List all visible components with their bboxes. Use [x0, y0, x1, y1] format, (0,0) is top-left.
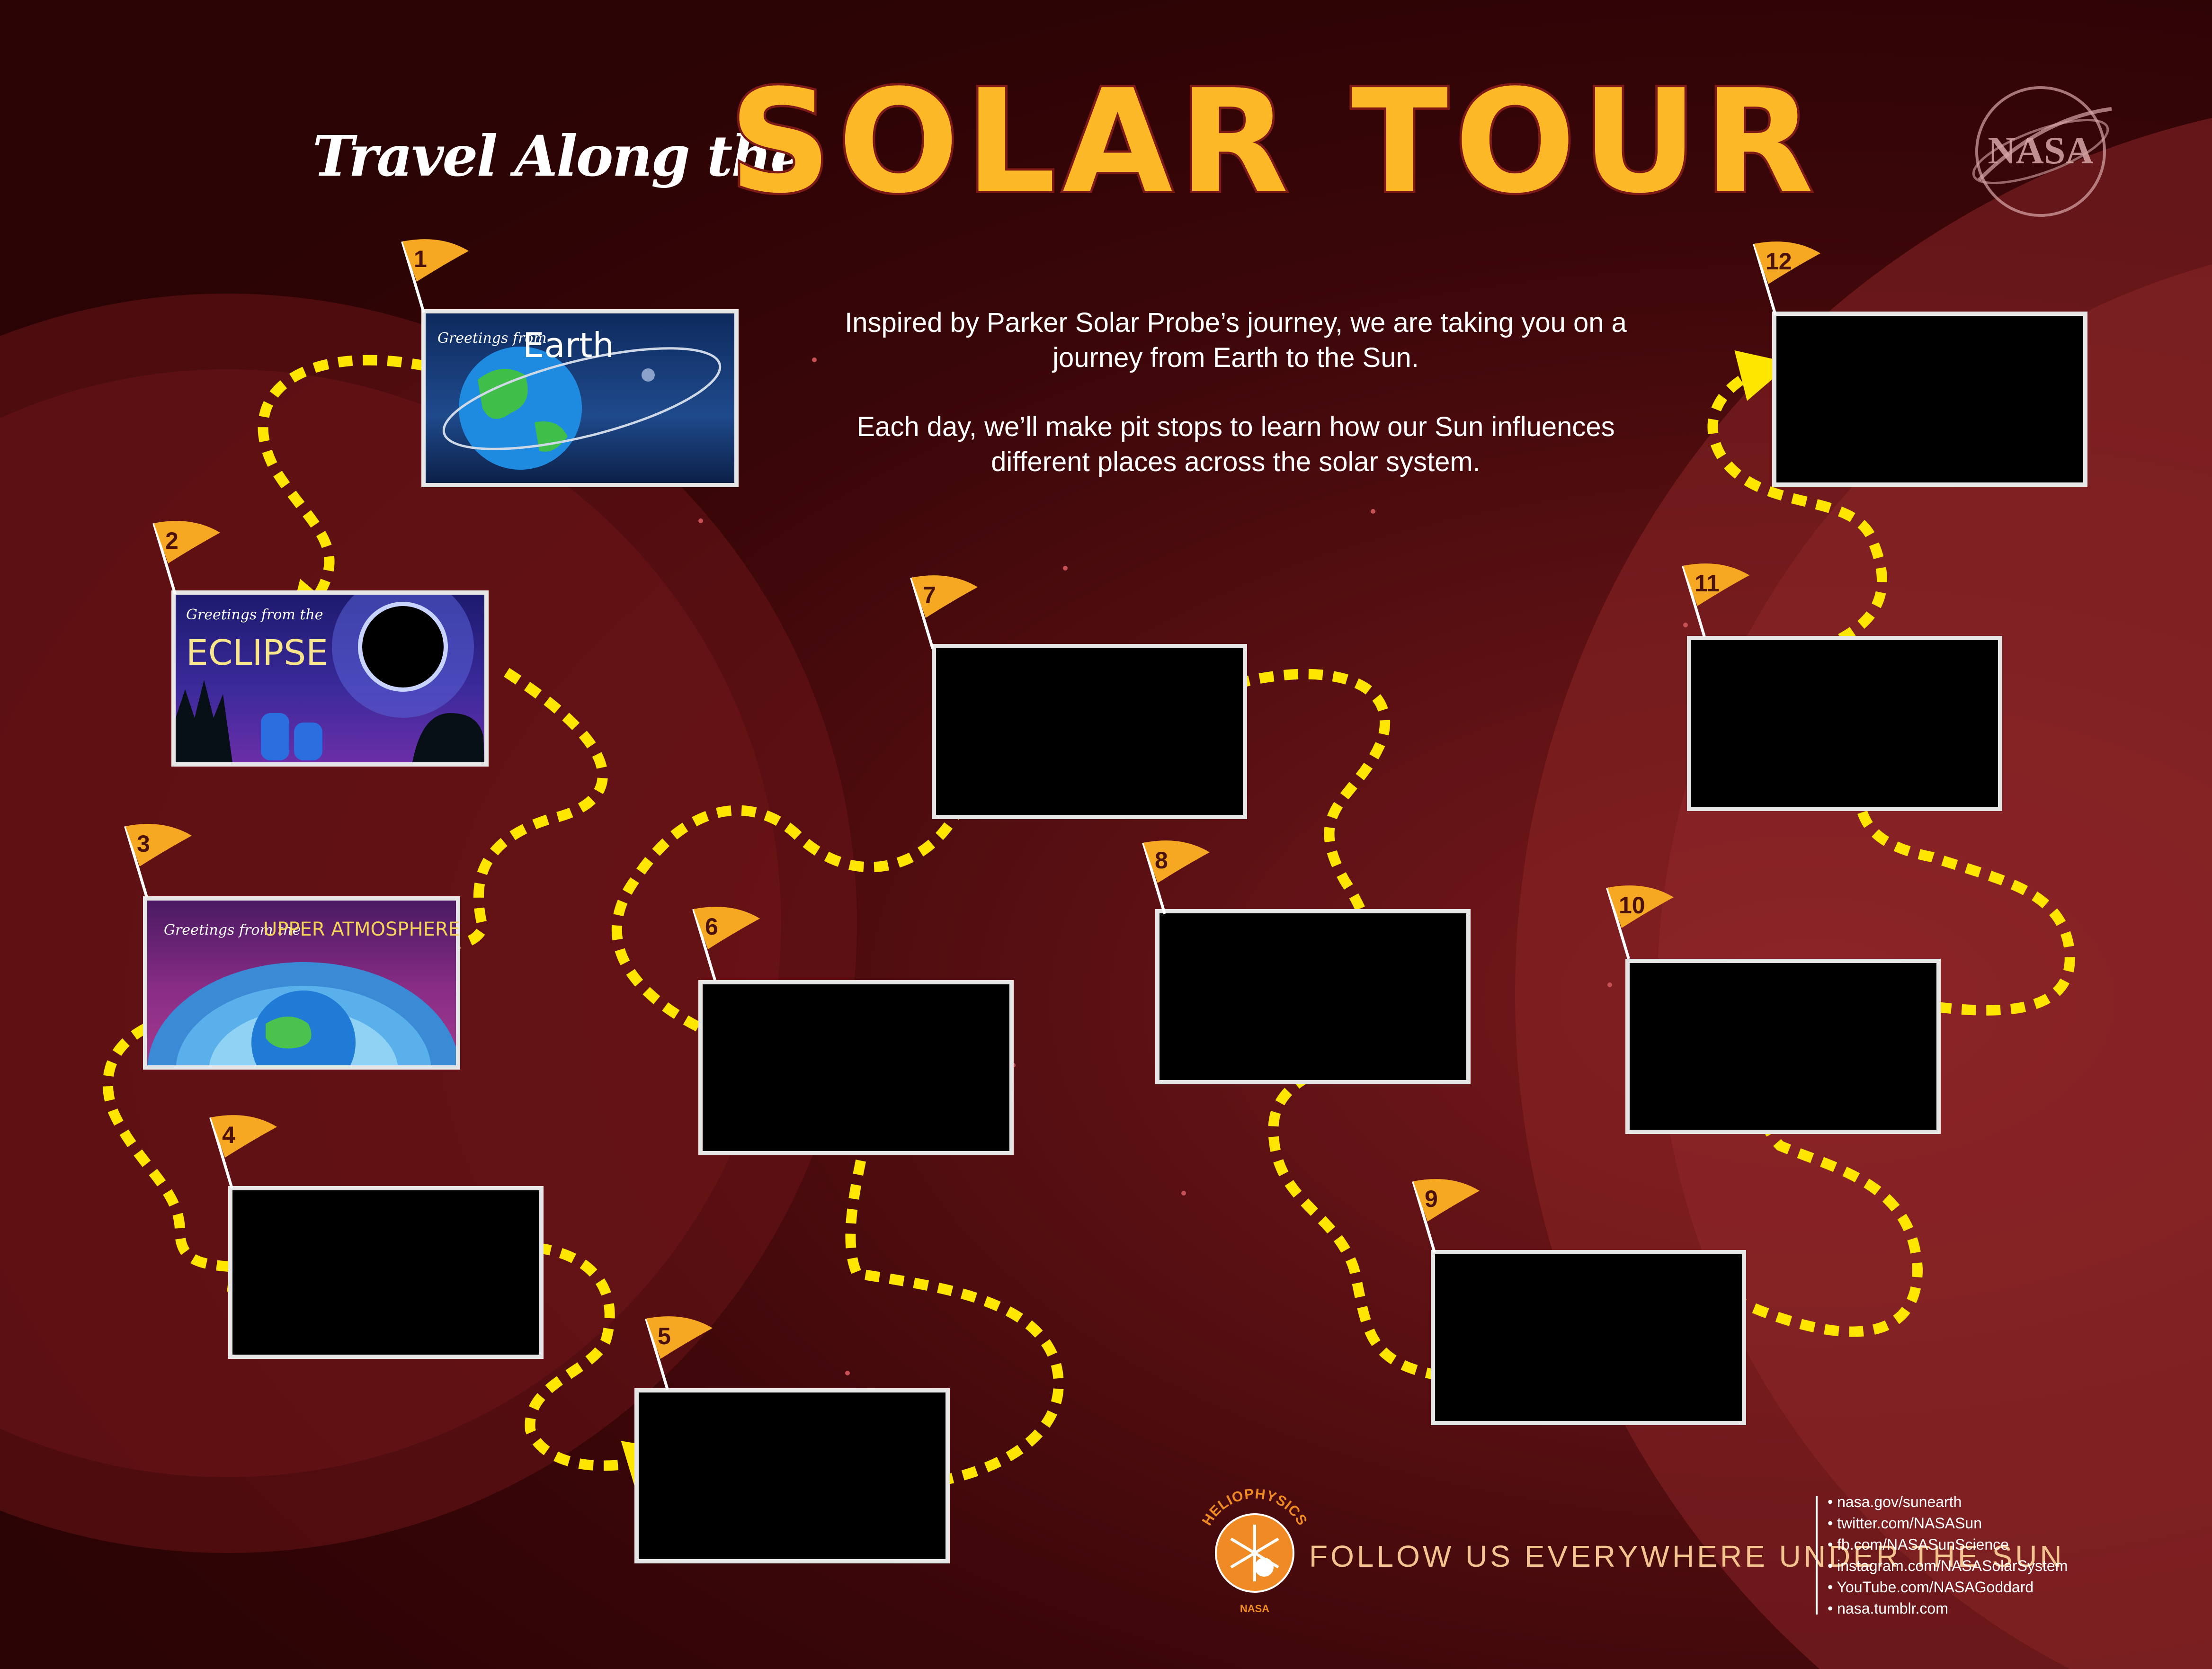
stop-1-postcard-earth[interactable]: Greetings from Earth	[421, 309, 739, 487]
stop-4-flag: 4	[206, 1113, 286, 1193]
link-tumblr[interactable]: nasa.tumblr.com	[1828, 1598, 2068, 1619]
stop-11-number: 11	[1695, 570, 1720, 597]
stop-1-number: 1	[414, 246, 427, 272]
stop-7-number: 7	[923, 582, 936, 608]
path-4-to-5	[487, 1241, 678, 1491]
stop-9-card[interactable]	[1431, 1250, 1746, 1425]
stop-4-card[interactable]	[228, 1186, 544, 1359]
path-2-to-3	[401, 668, 608, 972]
stop-12-card[interactable]	[1772, 312, 2087, 487]
stop-10-number: 10	[1619, 892, 1645, 919]
stop-8-flag: 8	[1139, 838, 1219, 919]
stop-11-flag: 11	[1678, 561, 1759, 642]
link-instagram[interactable]: instagram.com/NASASolarSystem	[1828, 1555, 2068, 1577]
stop-9-flag: 9	[1409, 1177, 1489, 1257]
stop-10-flag: 10	[1603, 883, 1683, 964]
stop-8-number: 8	[1155, 847, 1168, 874]
stop-3-flag: 3	[121, 821, 201, 902]
stop-2-postcard-eclipse[interactable]: Greetings from the ECLIPSE	[171, 590, 489, 767]
atmosphere-illustration	[147, 962, 456, 1065]
postcard-place: ECLIPSE	[186, 633, 328, 673]
link-facebook[interactable]: fb.com/NASASunScience	[1828, 1534, 2068, 1555]
nasa-logo: NASA	[1972, 86, 2112, 217]
path-5-to-6	[842, 1077, 1064, 1492]
path-11-to-12	[1707, 350, 1887, 654]
stop-5-flag: 5	[642, 1314, 722, 1394]
path-6-to-7	[611, 704, 1004, 1052]
stop-12-number: 12	[1766, 248, 1792, 275]
postcard-greeting: Greetings from the	[164, 922, 301, 938]
link-youtube[interactable]: YouTube.com/NASAGoddard	[1828, 1577, 2068, 1598]
link-nasa-sunearth[interactable]: nasa.gov/sunearth	[1828, 1491, 2068, 1513]
stop-7-card[interactable]	[932, 644, 1247, 819]
title-script: Travel Along the	[312, 123, 806, 189]
stop-5-card[interactable]	[634, 1388, 950, 1563]
stop-8-card[interactable]	[1155, 909, 1471, 1084]
footer-divider	[1816, 1496, 1818, 1615]
stop-4-number: 4	[222, 1122, 235, 1148]
postcard-place: UPPER ATMOSPHERE	[263, 919, 460, 940]
intro-text: Inspired by Parker Solar Probe’s journey…	[833, 305, 1638, 514]
eclipse-illustration	[176, 595, 484, 762]
svg-text:NASA: NASA	[1988, 129, 2093, 172]
stop-9-number: 9	[1425, 1186, 1438, 1212]
title-main: SOLAR TOUR	[727, 59, 1820, 224]
stop-12-flag: 12	[1749, 239, 1830, 320]
svg-text:NASA: NASA	[1240, 1603, 1269, 1615]
postcard-place: Earth	[523, 325, 615, 365]
footer-links: nasa.gov/sunearth twitter.com/NASASun fb…	[1828, 1491, 2068, 1619]
postcard-greeting: Greetings from	[437, 330, 547, 347]
stop-6-number: 6	[705, 913, 718, 940]
postcard-greeting: Greetings from the	[186, 607, 323, 623]
stop-2-flag: 2	[149, 518, 230, 599]
stop-6-flag: 6	[689, 904, 769, 985]
path-1-to-2	[258, 355, 475, 635]
stop-1-flag: 1	[398, 237, 478, 317]
heliophysics-badge: HELIOPHYSICS NASA	[1199, 1486, 1310, 1615]
stop-5-number: 5	[658, 1323, 671, 1349]
stop-3-number: 3	[137, 830, 150, 857]
intro-paragraph-2: Each day, we’ll make pit stops to learn …	[856, 411, 1615, 477]
stop-7-flag: 7	[907, 573, 987, 653]
path-9-to-10	[1707, 1064, 1923, 1337]
earth-illustration	[442, 347, 722, 470]
intro-paragraph-1: Inspired by Parker Solar Probe’s journey…	[845, 307, 1627, 373]
link-twitter[interactable]: twitter.com/NASASun	[1828, 1513, 2068, 1534]
path-3-to-4	[103, 1008, 282, 1292]
path-10-to-11	[1833, 750, 2075, 1016]
stop-2-number: 2	[165, 527, 178, 554]
stop-3-postcard-upper-atmosphere[interactable]: Greetings from the UPPER ATMOSPHERE	[143, 896, 460, 1070]
stop-10-card[interactable]	[1625, 959, 1941, 1134]
stop-6-card[interactable]	[698, 980, 1014, 1155]
stop-11-card[interactable]	[1687, 636, 2002, 811]
